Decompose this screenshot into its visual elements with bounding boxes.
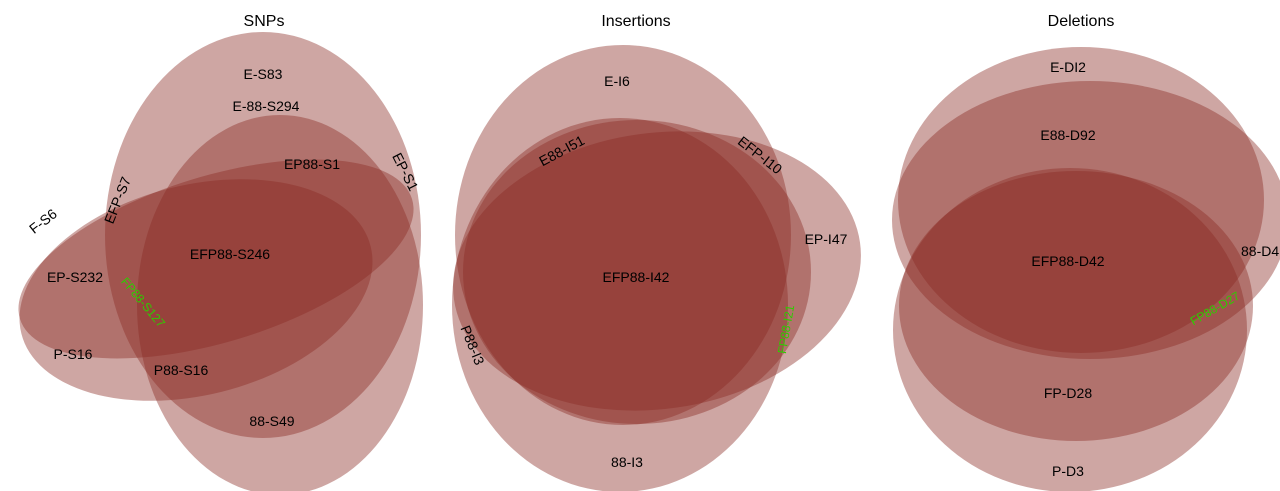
region-label: EP88-S1: [284, 156, 340, 172]
region-label: EP-S232: [47, 269, 103, 285]
set-ellipse: [453, 131, 861, 411]
region-label: FP-D28: [1044, 385, 1092, 401]
set-ellipse: [899, 171, 1253, 441]
set-ellipse: [892, 81, 1280, 359]
venn-panel-deletions: Deletions E-DI2 E88-D92 88-D4 EFP88-D42 …: [892, 13, 1280, 491]
region-label: EFP88-S246: [190, 246, 270, 262]
region-label: EFP88-D42: [1031, 253, 1104, 269]
region-label: P88-S16: [154, 362, 209, 378]
venn-panel-snps: SNPs E-S83 E-88-S294 EP88-S1 EP-S1 EFP-S…: [18, 13, 423, 491]
region-label: E-DI2: [1050, 59, 1086, 75]
set-ellipse: [455, 45, 791, 425]
set-ellipse: [452, 118, 788, 491]
region-label: E-I6: [604, 73, 630, 89]
region-label: 88-S49: [249, 413, 294, 429]
region-label: P-D3: [1052, 463, 1084, 479]
region-label: 88-D4: [1241, 243, 1279, 259]
venn-panel-insertions: Insertions E-I6 E88-I51 EFP-I10 EP-I47 E…: [452, 13, 861, 491]
region-label: 88-I3: [611, 454, 643, 470]
region-label: E-S83: [244, 66, 283, 82]
region-label: P-S16: [54, 346, 93, 362]
set-ellipse: [463, 120, 811, 424]
region-label: EP-I47: [805, 231, 848, 247]
set-ellipse: [19, 179, 373, 401]
set-ellipse: [105, 32, 421, 438]
set-ellipse: [18, 159, 414, 359]
set-ellipse: [137, 115, 423, 491]
set-ellipse: [893, 168, 1247, 491]
region-label: EFP88-I42: [603, 269, 670, 285]
panel-title: Deletions: [1048, 13, 1115, 30]
set-ellipse: [898, 47, 1264, 353]
region-label: E-88-S294: [233, 98, 300, 114]
region-label: F-S6: [26, 205, 60, 236]
panel-title: SNPs: [244, 13, 285, 30]
region-label: E88-D92: [1040, 127, 1095, 143]
panel-title: Insertions: [601, 13, 670, 30]
